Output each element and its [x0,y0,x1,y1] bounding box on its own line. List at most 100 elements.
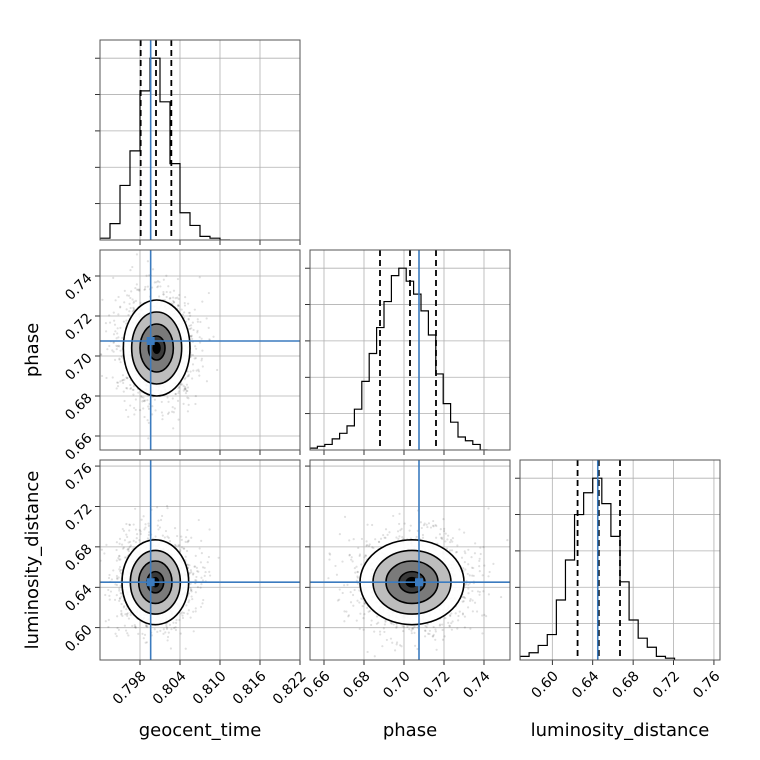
sample-point [384,536,387,539]
sample-point [97,612,99,614]
sample-point [112,333,116,336]
sample-point [146,260,150,263]
sample-point [143,399,147,402]
sample-point [205,317,208,320]
sample-point [116,332,119,335]
sample-point [115,576,119,580]
sample-point [446,538,449,541]
sample-point [366,523,369,526]
tick-label-x: 0.816 [230,668,270,708]
sample-point [478,559,481,563]
sample-point [196,320,199,323]
sample-point [434,628,437,631]
sample-point [187,311,191,314]
sample-point [135,533,139,536]
sample-point [126,377,129,380]
sample-point [112,569,115,572]
sample-point [353,567,356,570]
sample-point [195,347,198,350]
panel-luminosity_distance-histogram: 0.60 0.64 0.68 0.72 0.76 luminosity_distance [515,459,724,741]
sample-point [172,621,175,624]
sample-point [443,635,446,638]
sample-point [118,554,121,557]
sample-point [185,389,188,393]
sample-point [128,302,131,306]
sample-point [111,349,114,352]
sample-point [151,268,155,271]
sample-point [479,546,482,549]
sample-point [177,304,180,308]
sample-point [421,533,425,537]
sample-point [112,276,115,279]
sample-point [156,630,159,633]
sample-point [460,556,464,559]
sample-point [193,565,196,568]
sample-point [133,623,136,627]
sample-point [158,295,161,298]
sample-point [121,378,125,382]
sample-point [121,336,124,339]
panel-frame [99,459,301,661]
sample-point [482,590,485,593]
sample-point [113,598,117,601]
sample-point [390,622,393,625]
sample-point [370,619,373,622]
sample-point [155,281,158,284]
sample-point [200,552,203,555]
sample-point [187,302,190,305]
sample-point [184,295,187,299]
sample-point [150,286,154,289]
sample-point [134,286,137,290]
sample-point [121,614,124,617]
sample-point [119,305,122,308]
sample-point [128,545,131,548]
sample-point [129,383,132,387]
sample-point [193,308,196,311]
sample-point [348,539,351,542]
sample-point [338,588,341,591]
sample-point [119,568,123,572]
sample-point [448,624,451,627]
sample-point [173,627,176,630]
sample-point [108,594,111,597]
sample-point [466,606,470,609]
sample-point [363,602,367,605]
sample-point [183,387,186,390]
sample-point [156,285,160,288]
tick-label-x: 0.64 [569,668,602,701]
sample-point [431,524,435,527]
contour-line [147,335,166,361]
sample-point [204,570,207,574]
density-geocent_time-luminosity_distance [97,504,220,650]
sample-point [117,295,120,299]
sample-point [130,290,133,293]
sample-point [377,540,381,543]
sample-point [112,341,115,344]
sample-point [126,548,129,551]
sample-point [143,633,147,636]
sample-point [126,535,129,539]
sample-point [129,296,132,300]
sample-point [367,610,370,613]
sample-point [147,533,150,537]
sample-point [413,631,416,634]
sample-point [485,615,488,618]
sample-point [133,406,136,410]
sample-point [186,396,189,399]
sample-point [167,536,170,539]
sample-point [116,626,119,630]
sample-point [126,387,129,390]
sample-point [191,363,195,366]
sample-point [199,320,202,324]
sample-point [197,518,200,522]
panel-phase-histogram [305,249,511,455]
sample-point [358,627,361,630]
tick-label-x: 0.66 [300,668,333,701]
sample-point [398,512,401,515]
contour-line [130,311,183,385]
sample-point [201,300,204,303]
sample-point [167,411,171,414]
sample-point [410,629,413,632]
sample-point [347,615,350,618]
sample-point [146,625,149,628]
